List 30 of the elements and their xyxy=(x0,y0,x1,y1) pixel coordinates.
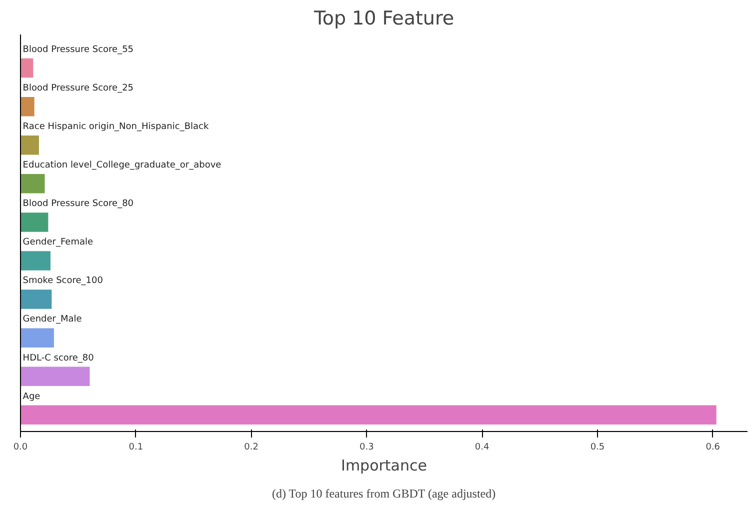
x-tick-label: 0.3 xyxy=(360,442,374,452)
bar xyxy=(20,328,54,348)
bar xyxy=(20,251,51,270)
y-tick-label: Age xyxy=(22,392,41,402)
bar xyxy=(20,135,39,155)
y-tick-label: Gender_Female xyxy=(22,238,94,248)
bar xyxy=(20,58,34,78)
y-tick-label: Blood Pressure Score_25 xyxy=(22,83,134,94)
x-tick-label: 0.6 xyxy=(706,442,720,452)
x-tick-label: 0.2 xyxy=(244,442,258,452)
y-tick-label: HDL-C score_80 xyxy=(22,353,94,364)
chart-title: Top 10 Feature xyxy=(312,8,454,30)
x-axis-title: Importance xyxy=(341,456,427,474)
bar xyxy=(20,174,45,194)
x-tick-label: 0.0 xyxy=(13,442,28,452)
y-tick-label: Smoke Score_100 xyxy=(22,276,104,286)
bar xyxy=(20,366,90,386)
y-tick-label: Blood Pressure Score_55 xyxy=(22,44,134,55)
bar xyxy=(20,290,52,309)
x-tick-label: 0.4 xyxy=(474,442,490,452)
x-tick-label: 0.1 xyxy=(128,442,144,452)
y-tick-label: Education level_College_graduate_or_above xyxy=(22,160,222,171)
bar xyxy=(20,405,716,425)
text: (d) Top 10 features from GBDT (age adjusted) xyxy=(272,486,496,500)
y-tick-label: Gender_Male xyxy=(22,314,82,325)
y-tick-label: Race Hispanic origin_Non_Hispanic_Black xyxy=(22,122,210,132)
bar xyxy=(20,96,34,116)
bar xyxy=(20,212,48,232)
x-tick-label: 0.5 xyxy=(590,442,605,452)
y-tick-label: Blood Pressure Score_80 xyxy=(22,199,134,210)
